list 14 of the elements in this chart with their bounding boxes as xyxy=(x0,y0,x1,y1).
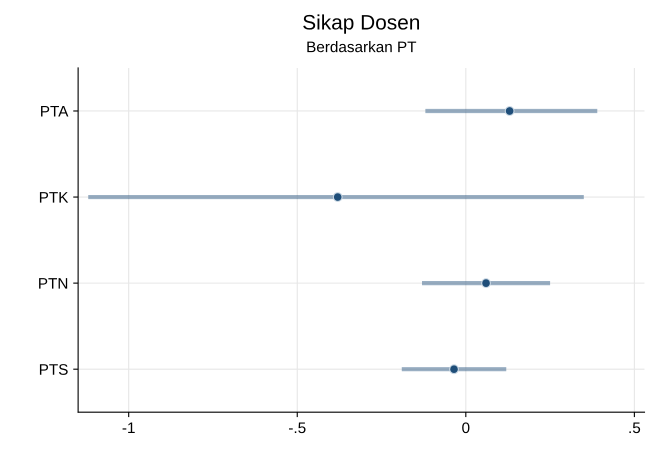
x-tick-label: -.5 xyxy=(289,422,306,434)
chart-subtitle: Berdasarkan PT xyxy=(307,41,416,52)
x-tick-label: .5 xyxy=(629,422,640,434)
y-tick-label: PTK xyxy=(40,192,68,203)
point xyxy=(332,192,343,202)
y-tick-label: PTA xyxy=(41,106,68,117)
x-tick-label: 0 xyxy=(462,422,470,434)
point xyxy=(504,106,515,116)
y-tick-label: PTN xyxy=(39,278,68,289)
point xyxy=(449,364,459,374)
point xyxy=(481,278,491,288)
x-tick-label: -1 xyxy=(122,422,135,434)
chart-title: Sikap Dosen xyxy=(303,14,420,34)
y-tick-label: PTS xyxy=(40,364,68,375)
